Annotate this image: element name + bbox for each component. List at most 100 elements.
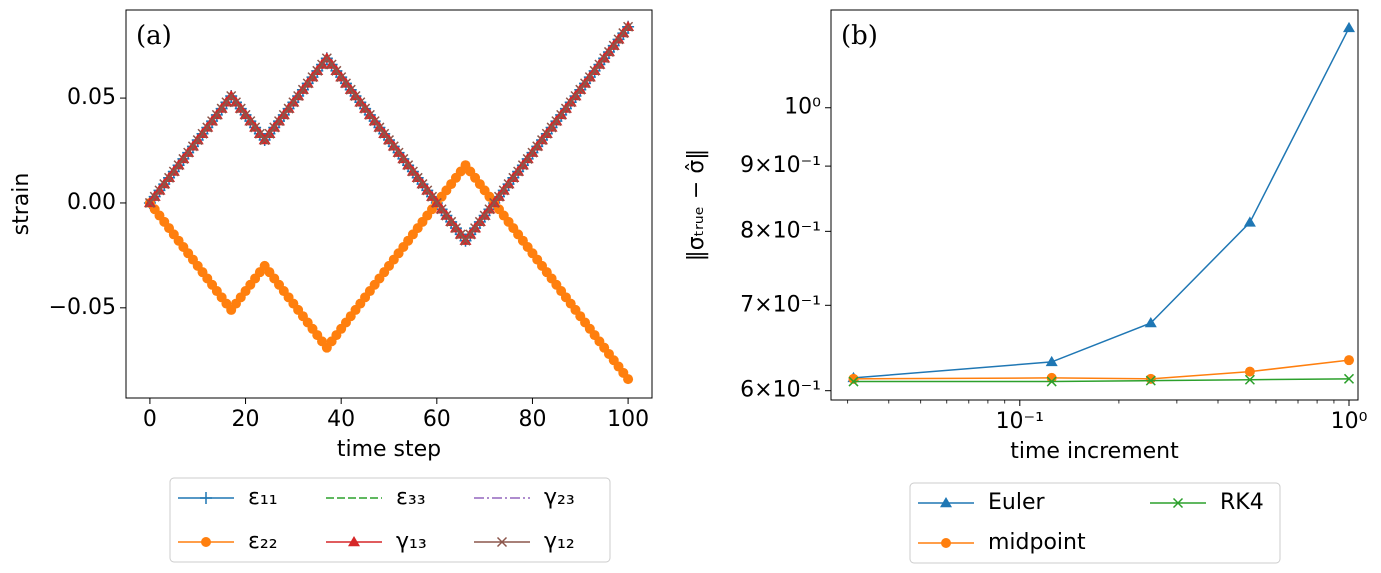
marker [259,135,270,146]
marker [211,109,222,120]
y-tick-label: 0.00 [67,190,116,215]
marker [484,204,495,215]
marker [1045,355,1058,367]
marker [1244,374,1255,385]
marker [240,109,251,120]
marker [321,53,332,64]
marker [551,116,562,127]
y-tick-label: −0.05 [49,295,116,320]
legend-marker [940,497,952,508]
marker [398,153,409,164]
marker [613,34,624,45]
marker [1145,373,1156,384]
legend-label: γ₁₂ [544,529,575,554]
marker [1343,355,1354,366]
marker [159,179,170,190]
legend-label: RK4 [1220,490,1264,515]
legend-marker [201,537,211,547]
marker [407,166,418,177]
marker [235,103,246,114]
marker [379,128,390,139]
marker [603,46,614,57]
marker [848,376,859,387]
marker [278,109,289,120]
legend-marker [200,492,212,504]
marker [575,84,586,95]
marker [221,97,232,108]
marker [230,97,242,108]
marker [599,53,610,64]
marker [546,122,557,133]
y-tick-label: 8×10⁻¹ [740,218,821,243]
marker [192,135,203,146]
x-tick-label: 10⁰ [1331,409,1368,434]
series-line [853,359,1350,380]
marker [288,97,299,108]
marker [436,204,447,215]
marker [623,21,634,32]
x-tick-label: 20 [232,407,260,432]
y-tick-label: 10⁰ [784,95,821,120]
marker [307,72,318,83]
x-tick-label: 0 [143,407,157,432]
marker [297,84,308,95]
marker [216,103,227,114]
marker [580,78,591,89]
marker [183,147,194,158]
marker [455,229,466,240]
marker [283,103,294,114]
marker [403,160,414,171]
marker [1144,316,1157,328]
marker [164,172,175,183]
marker [503,179,514,190]
marker [374,122,385,133]
marker [1343,373,1355,384]
marker [1145,375,1156,386]
marker [623,374,634,385]
y-tick-label: 0.05 [67,85,116,110]
marker [144,197,155,208]
marker [618,28,629,39]
marker [364,109,375,120]
x-tick-label: 40 [327,407,355,432]
marker [226,90,237,102]
marker [412,172,423,183]
marker [1046,372,1057,383]
marker [1342,21,1355,33]
marker [345,84,356,95]
marker [541,128,552,139]
marker [508,172,519,183]
marker [178,153,189,164]
marker [250,122,261,133]
marker [173,160,184,171]
y-axis-label: ‖σₜᵣᵤₑ − σ̂‖ [684,149,709,262]
marker [326,59,337,70]
marker [254,128,265,139]
marker [474,216,485,227]
marker [522,153,533,164]
marker [273,116,285,127]
y-axis-label: strain [9,173,34,236]
marker [360,103,371,114]
marker [431,197,442,208]
marker [560,103,571,114]
marker [369,116,380,127]
marker [383,135,395,146]
marker [264,128,275,139]
marker [269,122,280,133]
marker [336,72,347,83]
y-tick-label: 6×10⁻¹ [740,378,821,403]
marker [470,223,481,234]
marker [589,65,600,76]
marker [317,59,328,70]
y-tick-label: 9×10⁻¹ [740,153,821,178]
marker [422,185,433,196]
marker [465,229,476,240]
marker [245,116,256,127]
marker [187,141,198,152]
marker [312,65,323,76]
marker [331,65,342,76]
marker [532,141,543,152]
y-tick-label: 7×10⁻¹ [740,292,821,317]
